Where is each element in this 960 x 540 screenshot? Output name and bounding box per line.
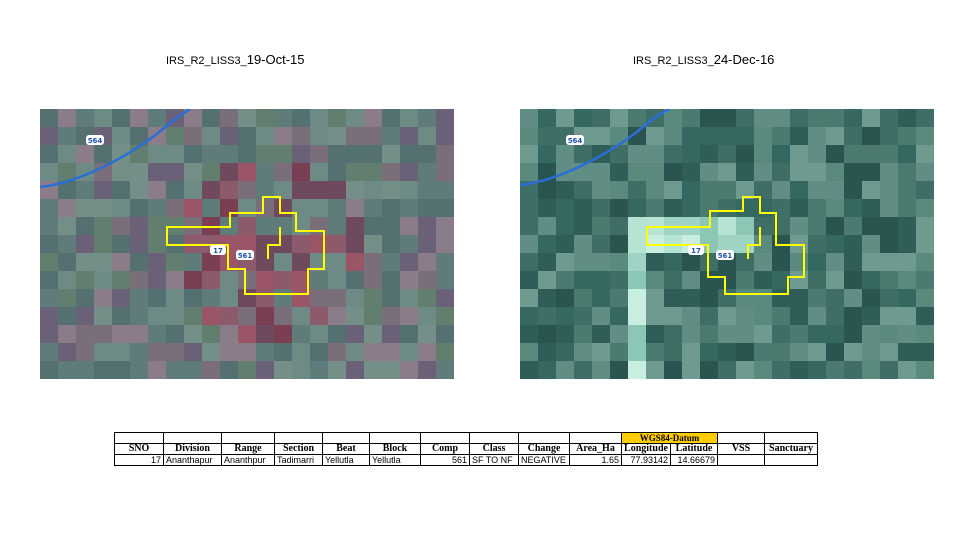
cell-longitude: 77.93142 <box>621 454 671 466</box>
col-block: Block <box>369 443 421 455</box>
col-vss: VSS <box>717 443 765 455</box>
right-satellite-image: 564 17 561 <box>520 109 934 379</box>
col-comp: Comp <box>420 443 470 455</box>
cell-class: SF TO NF <box>469 454 519 466</box>
col-latitude: Latitude <box>670 443 718 455</box>
road-line <box>40 109 191 189</box>
cell-section: Tadimarri <box>274 454 323 466</box>
label-561: 561 <box>238 252 253 260</box>
header-row: SNO Division Range Section Beat Block Co… <box>114 443 818 455</box>
cell-division: Ananthapur <box>163 454 222 466</box>
cell-vss <box>717 454 765 466</box>
col-longitude: Longitude <box>621 443 671 455</box>
label-564: 564 <box>88 137 103 145</box>
col-change: Change <box>518 443 570 455</box>
col-division: Division <box>163 443 222 455</box>
datum-row: WGS84-Datum <box>114 432 818 444</box>
cell-beat: Yellutla <box>322 454 370 466</box>
right-image-title: IRS_R2_LISS3_24-Dec-16 <box>633 52 774 67</box>
compartment-boundary <box>166 196 325 295</box>
inner-boundary <box>267 227 281 259</box>
road-line <box>520 109 671 187</box>
col-class: Class <box>469 443 519 455</box>
left-satellite-image: 564 17 561 <box>40 109 454 379</box>
right-title-date: 24-Dec-16 <box>713 52 775 67</box>
datum-header: WGS84-Datum <box>621 432 718 444</box>
label-564: 564 <box>568 137 583 145</box>
col-beat: Beat <box>322 443 370 455</box>
cell-range: Ananthpur <box>221 454 275 466</box>
cell-sanctuary <box>764 454 818 466</box>
left-title-date: 19-Oct-15 <box>246 52 305 67</box>
col-sanctuary: Sanctuary <box>764 443 818 455</box>
col-area: Area_Ha <box>569 443 622 455</box>
cell-comp: 561 <box>420 454 470 466</box>
label-17: 17 <box>213 247 223 255</box>
table-row: 17 Ananthapur Ananthpur Tadimarri Yellut… <box>114 454 818 466</box>
compartment-boundary <box>646 196 805 295</box>
col-range: Range <box>221 443 275 455</box>
label-17: 17 <box>691 247 701 255</box>
cell-sno: 17 <box>114 454 164 466</box>
left-title-prefix: IRS_R2_LISS3_ <box>166 55 247 67</box>
cell-block: Yellutla <box>369 454 421 466</box>
label-561: 561 <box>718 252 733 260</box>
inner-boundary <box>747 227 761 259</box>
cell-area: 1.65 <box>569 454 622 466</box>
right-pixel-grid <box>520 109 934 379</box>
left-image-title: IRS_R2_LISS3_19-Oct-15 <box>166 52 305 67</box>
cell-change: NEGATIVE <box>518 454 570 466</box>
cell-latitude: 14.66679 <box>670 454 718 466</box>
col-section: Section <box>274 443 323 455</box>
right-title-prefix: IRS_R2_LISS3_ <box>633 55 714 67</box>
attribute-table: WGS84-Datum SNO Division Range Section B… <box>114 432 818 466</box>
left-pixel-grid <box>40 109 454 379</box>
col-sno: SNO <box>114 443 164 455</box>
